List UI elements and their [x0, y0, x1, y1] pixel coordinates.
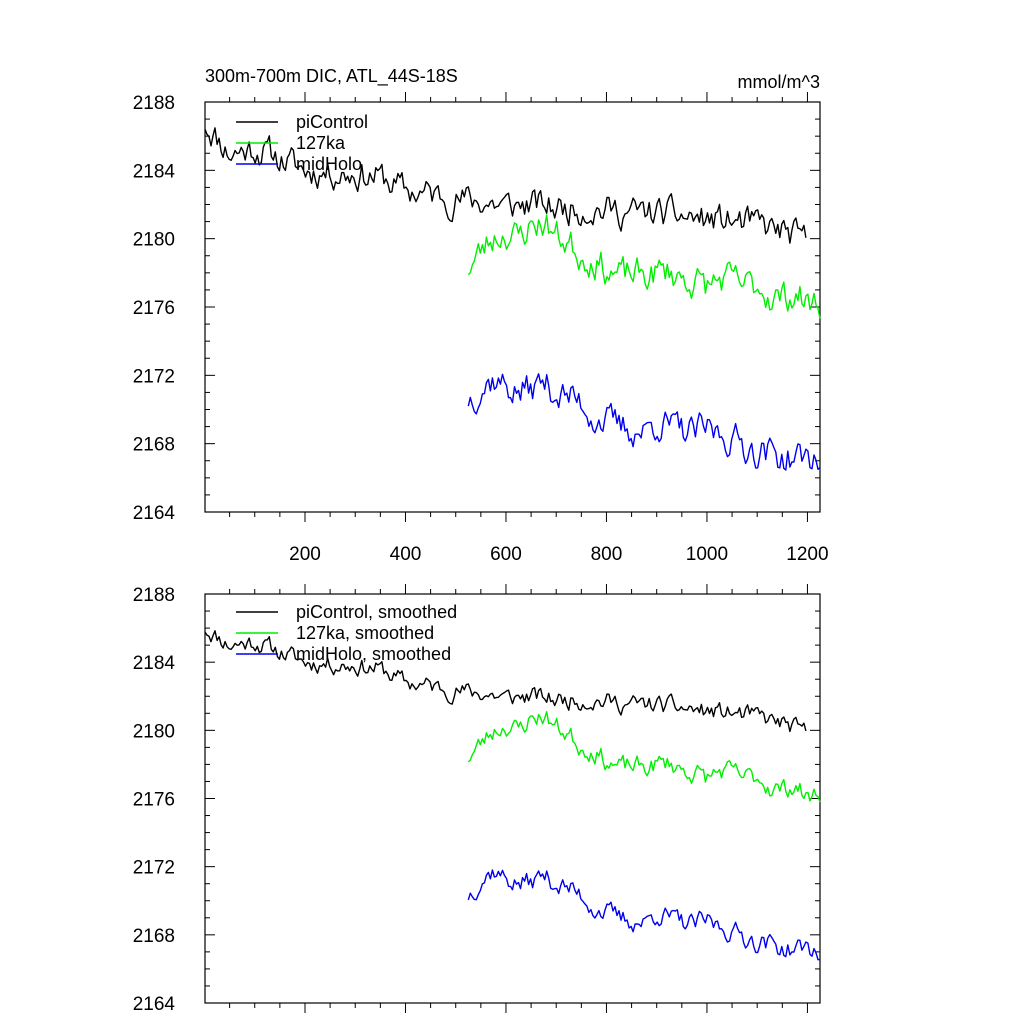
y-tick-label: 2176: [133, 298, 175, 319]
legend-label-picontrol-smoothed: piControl, smoothed: [296, 602, 457, 622]
y-tick-label: 2164: [133, 503, 176, 524]
legend-label-picontrol: piControl: [296, 112, 368, 132]
y-tick-label: 2180: [133, 721, 175, 742]
series-line-127ka: [467, 214, 821, 319]
series-group: [204, 127, 821, 471]
x-tick-label: 400: [390, 544, 422, 565]
series-group: [204, 630, 821, 961]
x-tick-label: 600: [490, 544, 522, 565]
bottom-panel: 2164 2168 2172 2176 2180 2184 2188 piControl, …: [133, 584, 821, 1015]
y-tick-label: 2184: [133, 653, 176, 674]
series-line-127ka-smoothed: [467, 711, 821, 803]
legend-label-127ka-smoothed: 127ka, smoothed: [296, 623, 434, 643]
series-line-midholo-smoothed: [467, 869, 821, 961]
y-tick-label: 2188: [133, 585, 175, 606]
y-tick-label: 2164: [133, 994, 176, 1015]
x-tick-label: 800: [591, 544, 623, 565]
y-tick-label: 2188: [133, 93, 175, 114]
x-tick-label: 200: [289, 544, 321, 565]
legend: piControl 127ka midHolo: [236, 112, 368, 174]
y-tick-label: 2184: [133, 161, 176, 182]
x-tick-label: 1000: [686, 544, 728, 565]
axes: 2164 2168 2172 2176 2180 2184 2188 200 400 600 800…: [133, 92, 829, 565]
y-tick-label: 2176: [133, 790, 175, 811]
legend-smoothed: piControl, smoothed 127ka, smoothed midH…: [236, 602, 457, 664]
series-line-picontrol: [204, 127, 807, 244]
legend-label-127ka: 127ka: [296, 133, 346, 153]
x-tick-label: 1200: [786, 544, 828, 565]
y-tick-label: 2180: [133, 230, 175, 251]
legend-label-midholo-smoothed: midHolo, smoothed: [296, 644, 451, 664]
axes: 2164 2168 2172 2176 2180 2184 2188: [133, 584, 821, 1015]
y-tick-label: 2172: [133, 858, 175, 879]
series-line-picontrol-smoothed: [204, 630, 807, 733]
y-tick-label: 2172: [133, 366, 175, 387]
chart-title: 300m-700m DIC, ATL_44S-18S: [205, 66, 458, 87]
chart-units-label: mmol/m^3: [738, 72, 820, 92]
y-tick-label: 2168: [133, 435, 175, 456]
y-tick-label: 2168: [133, 926, 175, 947]
legend-label-midholo: midHolo: [296, 154, 362, 174]
series-line-midholo: [467, 373, 821, 471]
top-panel: 2164 2168 2172 2176 2180 2184 2188 200 400 600 800…: [133, 66, 829, 565]
